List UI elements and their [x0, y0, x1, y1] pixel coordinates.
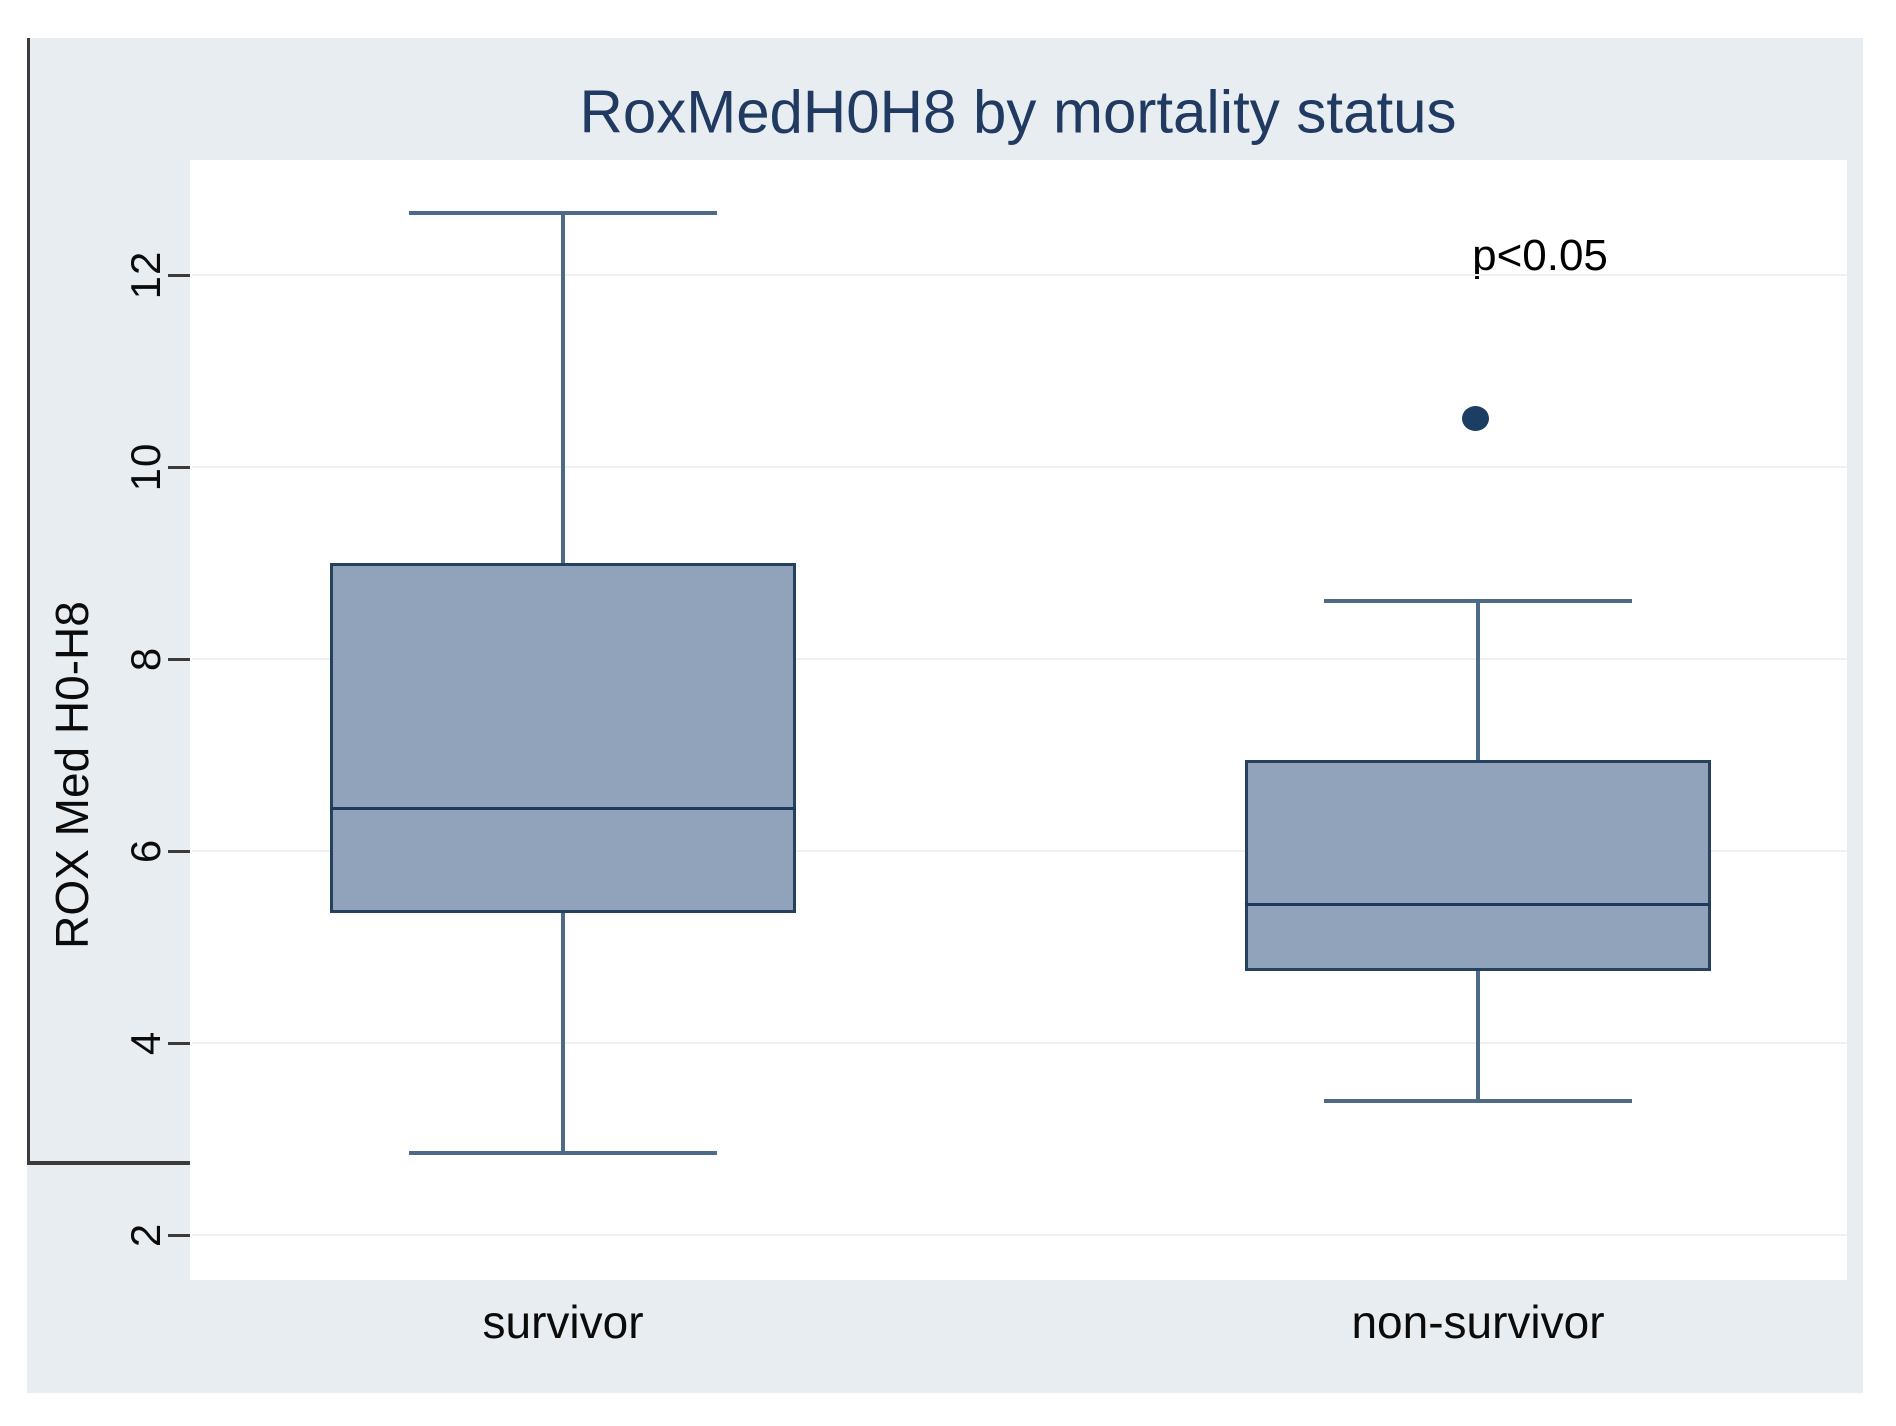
- y-tick: [168, 658, 190, 661]
- y-tick-label: 2: [122, 1222, 169, 1248]
- gridline: [192, 850, 1847, 852]
- whisker-cap-upper: [1324, 599, 1632, 604]
- y-tick: [168, 850, 190, 853]
- whisker-stem-upper: [1476, 601, 1480, 760]
- gridline: [192, 1234, 1847, 1236]
- whisker-stem-upper: [561, 212, 565, 563]
- iqr-box: [330, 563, 796, 914]
- iqr-box: [1245, 759, 1711, 971]
- whisker-cap-upper: [409, 210, 717, 215]
- y-tick: [168, 274, 190, 277]
- y-tick: [168, 1042, 190, 1045]
- y-tick: [168, 466, 190, 469]
- gridline: [192, 274, 1847, 276]
- median-line: [1245, 902, 1711, 906]
- outlier-point: [1462, 406, 1489, 431]
- gridline: [192, 466, 1847, 468]
- gridline: [192, 1042, 1847, 1044]
- y-tick-label: 10: [122, 442, 169, 492]
- y-axis-title: ROX Med H0-H8: [46, 601, 98, 949]
- y-axis-line: [27, 38, 30, 1161]
- y-tick: [168, 1234, 190, 1237]
- whisker-stem-lower: [561, 913, 565, 1154]
- chart-title: RoxMedH0H8 by mortality status: [579, 78, 1457, 146]
- whisker-cap-lower: [409, 1151, 717, 1156]
- chart-canvas: RoxMedH0H8 by mortality status ROX Med H…: [27, 38, 1863, 1393]
- gridline: [192, 658, 1847, 660]
- annotation-p-value: p<0.05: [1472, 230, 1608, 280]
- whisker-cap-lower: [1324, 1098, 1632, 1103]
- y-tick-label: 12: [122, 250, 169, 300]
- x-tick-label: survivor: [482, 1296, 644, 1348]
- x-tick-label: non-survivor: [1351, 1296, 1605, 1348]
- y-tick-label: 6: [122, 838, 169, 864]
- median-line: [330, 806, 796, 810]
- y-tick-label: 4: [122, 1030, 169, 1056]
- y-tick-label: 8: [122, 646, 169, 672]
- whisker-stem-lower: [1476, 971, 1480, 1101]
